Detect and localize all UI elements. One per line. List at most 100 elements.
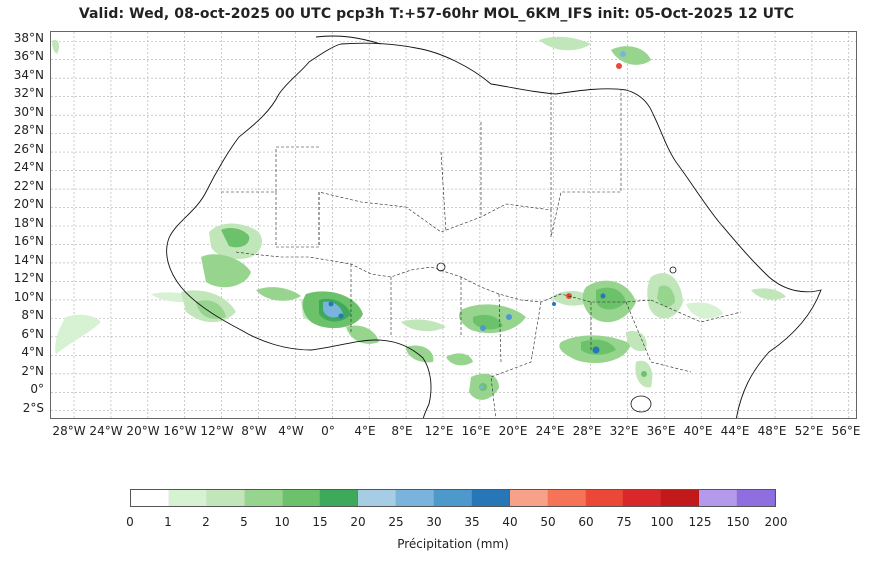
colorbar-segment [699, 490, 737, 506]
colorbar-tick: 200 [764, 515, 788, 529]
colorbar-tick: 5 [240, 515, 248, 529]
precip-region [657, 285, 675, 307]
lon-label: 12°E [424, 424, 454, 438]
colorbar-tick: 60 [578, 515, 594, 529]
precip-region [686, 302, 723, 319]
lon-label: 20°W [126, 424, 160, 438]
precip-region [323, 301, 343, 318]
colorbar-segment [206, 490, 245, 506]
precip-region [346, 325, 379, 344]
precipitation-map [50, 31, 857, 419]
precip-region [626, 331, 647, 352]
lat-label: 18°N [13, 216, 44, 230]
coastlines [166, 35, 822, 418]
lat-label: 14°N [13, 253, 44, 267]
precip-region [201, 254, 251, 288]
precip-region [581, 339, 616, 355]
colorbar-segment [168, 490, 207, 506]
lat-label: 16°N [13, 234, 44, 248]
colorbar-segment [358, 490, 397, 506]
colorbar-segment [737, 490, 775, 506]
lat-label: 26°N [13, 142, 44, 156]
lat-label: 6°N [21, 327, 44, 341]
precip-region [751, 288, 786, 300]
lat-label: 4°N [21, 345, 44, 359]
colorbar-segment [547, 490, 586, 506]
colorbar-tick: 35 [464, 515, 480, 529]
colorbar-tick: 1 [164, 515, 172, 529]
lat-label: 24°N [13, 160, 44, 174]
precip-areas [52, 36, 786, 400]
lon-label: 24°W [89, 424, 123, 438]
colorbar-segment [282, 490, 321, 506]
lon-label: 28°W [52, 424, 86, 438]
precip-region [256, 287, 301, 301]
lon-label: 8°E [391, 424, 413, 438]
precip-region [473, 314, 503, 330]
colorbar-tick: 15 [312, 515, 328, 529]
precip-region [611, 46, 651, 65]
colorbar-segment [434, 490, 472, 506]
lon-label: 28°E [572, 424, 602, 438]
lat-label: 20°N [13, 197, 44, 211]
colorbar-tick: 10 [274, 515, 290, 529]
precip-region [406, 345, 434, 363]
lon-label: 8°W [241, 424, 267, 438]
lat-label: 38°N [13, 31, 44, 45]
precip-core [480, 325, 486, 331]
lon-label: 4°E [354, 424, 376, 438]
borders [221, 90, 742, 418]
lat-label: 10°N [13, 290, 44, 304]
lat-label: 32°N [13, 86, 44, 100]
map-title: Valid: Wed, 08-oct-2025 00 UTC pcp3h T:+… [78, 6, 795, 22]
lon-label: 56°E [831, 424, 861, 438]
lon-label: 20°E [498, 424, 528, 438]
lon-label: 44°E [720, 424, 750, 438]
lon-label: 24°E [535, 424, 565, 438]
colorbar-segment [623, 490, 662, 506]
map-canvas [51, 32, 856, 418]
colorbar-tick: 30 [426, 515, 442, 529]
precip-region [196, 300, 226, 319]
lakes [436, 262, 677, 413]
precip-core [480, 385, 484, 389]
precip-core [600, 293, 606, 299]
lat-label: 30°N [13, 105, 44, 119]
lat-label: 8°N [21, 308, 44, 322]
lon-label: 12°W [200, 424, 234, 438]
colorbar-segment [585, 490, 624, 506]
precip-core [641, 371, 647, 377]
colorbar-tick: 100 [650, 515, 674, 529]
lon-label: 16°W [163, 424, 197, 438]
precip-core [506, 314, 512, 320]
precip-region [539, 36, 591, 51]
lon-label: 0° [321, 424, 335, 438]
colorbar-segment [509, 490, 548, 506]
lon-label: 48°E [757, 424, 787, 438]
colorbar-tick: 125 [688, 515, 712, 529]
lat-label: 2°N [21, 364, 44, 378]
lat-label: 28°N [13, 123, 44, 137]
lon-label: 16°E [461, 424, 491, 438]
precip-core [328, 301, 334, 307]
precip-region [551, 290, 593, 306]
lon-label: 40°E [683, 424, 713, 438]
lon-label: 32°E [609, 424, 639, 438]
lon-label: 4°W [278, 424, 304, 438]
colorbar [130, 489, 776, 507]
colorbar-tick: 75 [616, 515, 632, 529]
colorbar-tick: 20 [350, 515, 366, 529]
lat-label: 2°S [22, 401, 44, 415]
precip-region [52, 39, 60, 54]
colorbar-segment [471, 490, 510, 506]
colorbar-tick: 40 [502, 515, 518, 529]
lat-label: 0° [30, 382, 44, 396]
colorbar-tick: 50 [540, 515, 556, 529]
precip-core [616, 63, 622, 69]
colorbar-segment [131, 490, 169, 506]
precip-core [592, 346, 600, 354]
graticule [51, 32, 856, 418]
lat-label: 22°N [13, 179, 44, 193]
precip-region [596, 287, 626, 310]
lat-label: 36°N [13, 49, 44, 63]
